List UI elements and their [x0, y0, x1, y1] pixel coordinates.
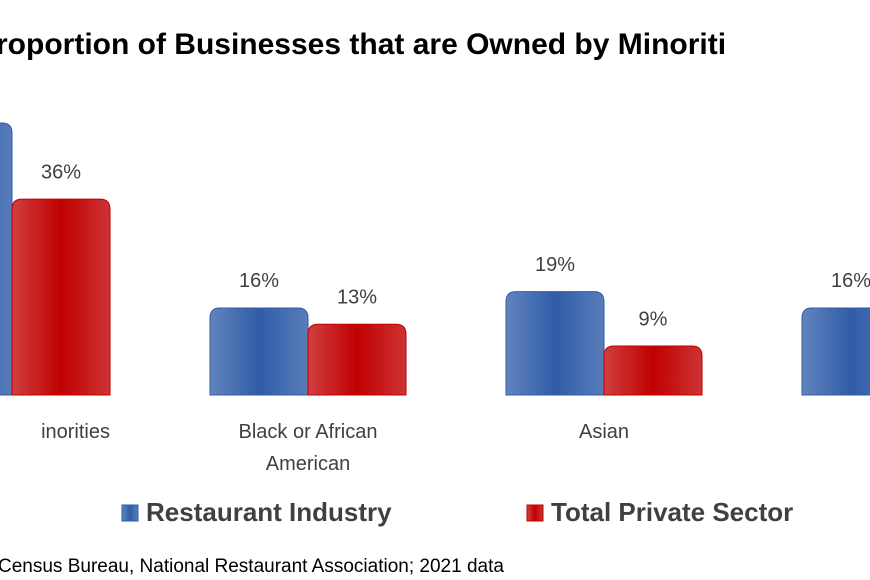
bar	[0, 122, 13, 396]
legend-label: Total Private Sector	[551, 497, 793, 527]
legend-swatch	[121, 504, 139, 522]
bar	[307, 323, 407, 396]
bar	[209, 307, 309, 396]
bar	[801, 307, 870, 396]
x-tick-label: Asian	[578, 421, 630, 443]
x-tick-label: Black or African American	[238, 421, 378, 475]
value-label: 19%	[535, 254, 575, 276]
bar	[603, 345, 703, 396]
x-label-box: inorities	[41, 421, 110, 443]
chart-title: roportion of Businesses that are Owned b…	[0, 28, 726, 61]
x-label-box: Asian	[578, 421, 630, 443]
value-label: 9%	[639, 308, 668, 330]
value-label: 13%	[337, 287, 377, 309]
source-note: Census Bureau, National Restaurant Assoc…	[0, 556, 504, 577]
value-label: 16%	[239, 270, 279, 292]
bar	[11, 198, 111, 396]
legend-label: Restaurant Industry	[146, 497, 392, 527]
x-label-box: Black or African American	[238, 421, 378, 475]
value-label: 36%	[41, 161, 81, 183]
x-tick-label: inorities	[41, 421, 110, 443]
x-tick-label: H	[790, 416, 870, 448]
x-label-box: H	[790, 416, 870, 486]
legend-swatch	[526, 504, 544, 522]
bar	[505, 291, 605, 396]
value-label: 16%	[831, 270, 870, 292]
